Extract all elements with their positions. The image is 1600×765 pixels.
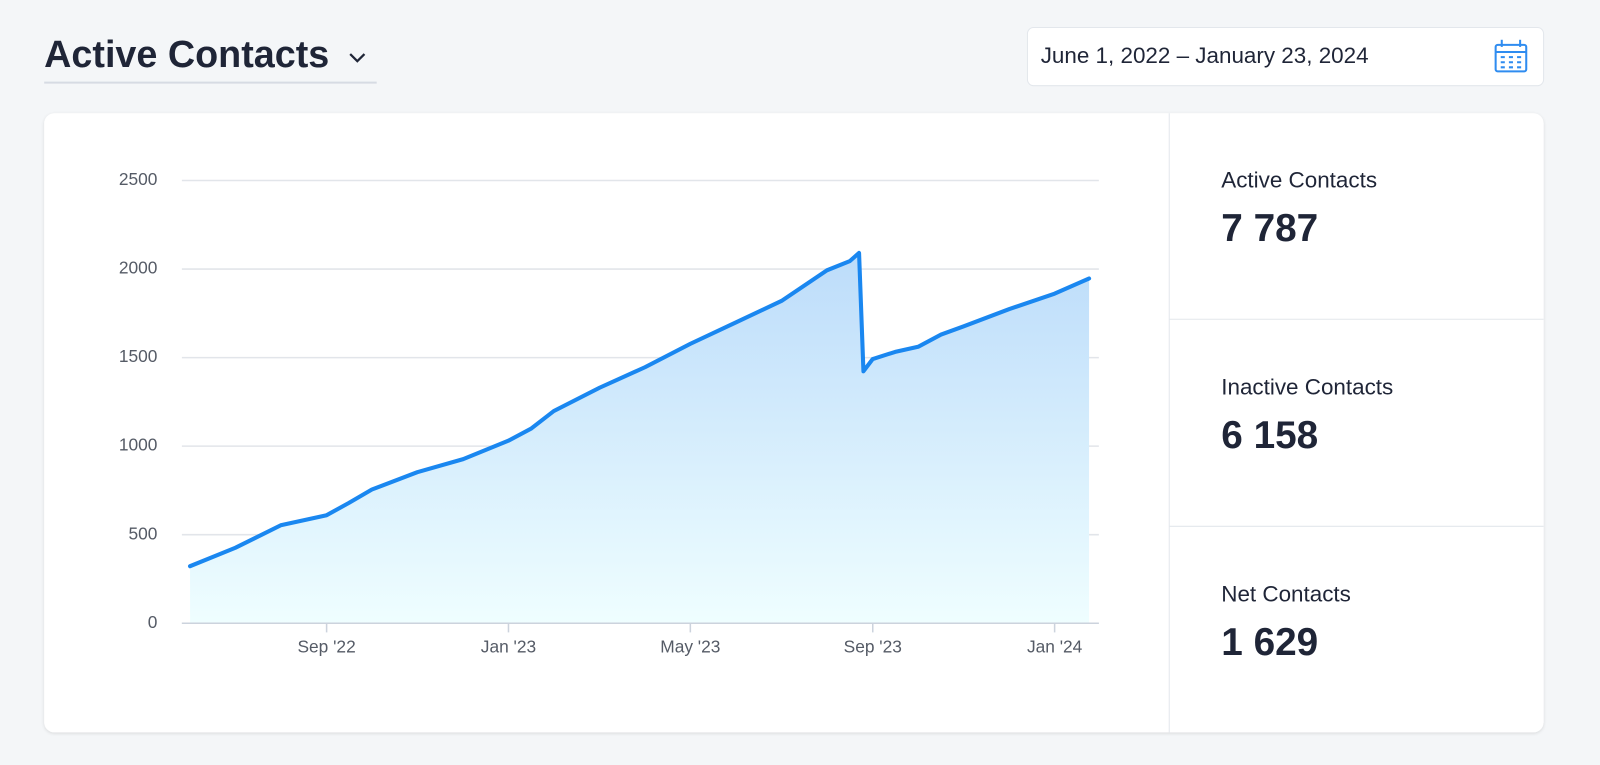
chevron-icon [349, 53, 366, 63]
stat-value: 6 158 [1221, 414, 1318, 457]
stat-value: 1 629 [1221, 621, 1318, 664]
stat-label: Active Contacts [1221, 167, 1377, 192]
y-tick-label: 500 [128, 523, 157, 543]
y-tick-label: 2000 [119, 258, 158, 278]
x-tick-label: Jan '23 [481, 636, 536, 656]
x-tick-label: Sep '23 [844, 636, 902, 656]
date-box [1026, 27, 1545, 87]
x-tick-label: Jan '24 [1027, 636, 1083, 656]
y-tick-label: 1500 [119, 346, 158, 366]
y-tick-label: 1000 [119, 435, 158, 455]
x-tick-label: Sep '22 [297, 636, 355, 656]
title-dropdown[interactable]: Active Contacts [44, 33, 377, 84]
line [188, 250, 1092, 569]
chart: 0 500 1000 1500 2000 2500 Sep '22 Jan '23 May '2… [119, 169, 1099, 656]
stats-panel: Active Contacts 7 787 Inactive Contacts 6 1… [1221, 167, 1393, 663]
stat-label: Net Contacts [1221, 582, 1351, 607]
y-tick-label: 0 [148, 612, 158, 632]
stat-value: 7 787 [1221, 207, 1318, 250]
page-title: Active Contacts [44, 33, 329, 75]
y-tick-label: 2500 [119, 169, 158, 189]
x-tick-label: May '23 [660, 636, 720, 656]
date-range: June 1, 2022 – January 23, 2024 [1041, 43, 1369, 68]
date-picker[interactable]: June 1, 2022 – January 23, 2024 [1026, 27, 1545, 87]
calendar-icon [1494, 39, 1528, 73]
area-fill [190, 252, 1090, 624]
stat-label: Inactive Contacts [1221, 375, 1393, 400]
